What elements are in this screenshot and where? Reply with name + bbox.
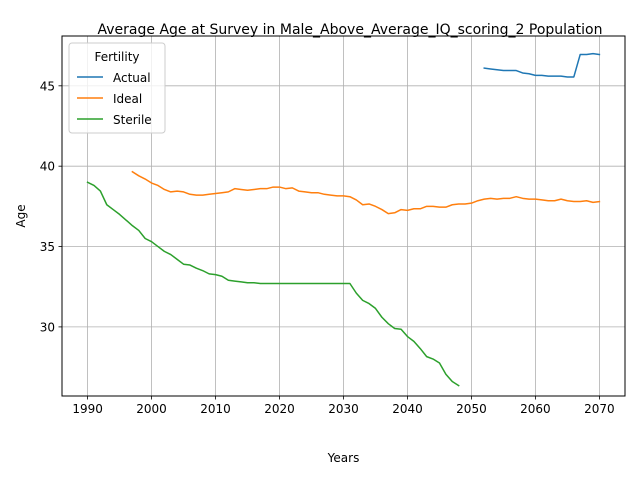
legend-title: Fertility [94,50,139,64]
x-axis-label: Years [327,451,360,465]
y-axis: 30 35 40 45 [40,79,62,334]
legend-label-sterile: Sterile [113,113,152,127]
x-tick-label: 2050 [456,402,487,416]
series-line-sterile [86,181,460,387]
legend-label-ideal: Ideal [113,92,142,106]
legend: Fertility Actual Ideal Sterile [68,42,166,134]
y-tick-label: 35 [40,240,55,254]
x-tick-label: 2020 [264,402,295,416]
x-tick-label: 2060 [520,402,551,416]
legend-label-actual: Actual [113,71,151,85]
x-tick-label: 2040 [392,402,423,416]
series-layer [86,52,601,387]
y-tick-label: 45 [40,79,55,93]
x-tick-label: 1990 [72,402,103,416]
x-tick-label: 2000 [136,402,167,416]
legend-box [68,42,166,134]
y-tick-label: 40 [40,160,55,174]
y-axis-label: Age [14,204,28,227]
y-tick-label: 30 [40,320,55,334]
x-tick-label: 2070 [584,402,615,416]
series-line-actual [483,52,601,78]
x-tick-label: 2010 [200,402,231,416]
x-axis: 1990 2000 2010 2020 2030 2040 2050 2060 2070 [72,396,615,416]
chart-title: Average Age at Survey in Male_Above_Aver… [98,22,603,38]
x-tick-label: 2030 [328,402,359,416]
grid [62,36,625,396]
series-line-ideal [131,170,601,215]
